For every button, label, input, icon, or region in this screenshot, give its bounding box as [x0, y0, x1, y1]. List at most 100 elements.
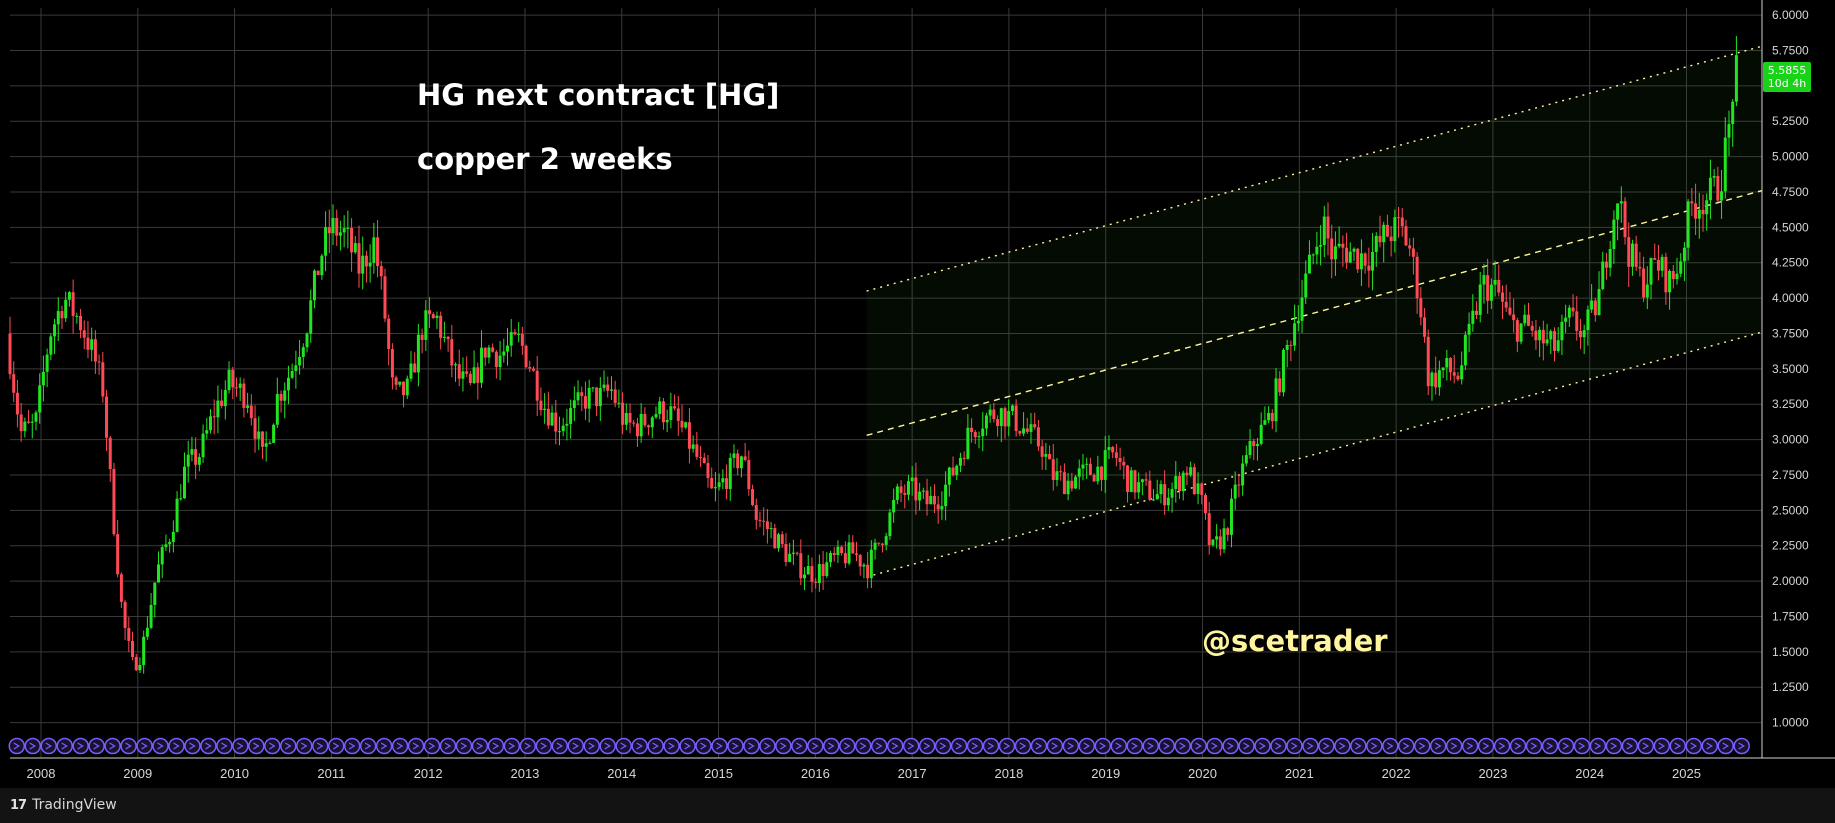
event-marker-icon[interactable] [1525, 737, 1543, 755]
event-marker-icon[interactable] [1477, 737, 1495, 755]
event-marker-icon[interactable] [296, 737, 313, 755]
event-marker-icon[interactable] [934, 737, 952, 755]
event-marker-icon[interactable] [519, 737, 537, 755]
event-marker-icon[interactable] [407, 737, 425, 755]
event-marker-icon[interactable] [1334, 737, 1351, 755]
event-marker-icon[interactable] [711, 737, 728, 755]
event-marker-icon[interactable] [1573, 737, 1591, 755]
event-markers-row[interactable] [8, 737, 1750, 755]
event-marker-icon[interactable] [1078, 737, 1096, 755]
event-marker-icon[interactable] [1461, 737, 1479, 755]
event-marker-icon[interactable] [599, 737, 616, 755]
event-marker-icon[interactable] [1158, 737, 1175, 755]
event-marker-icon[interactable] [136, 737, 153, 755]
event-marker-icon[interactable] [647, 737, 664, 755]
event-marker-icon[interactable] [1190, 737, 1207, 755]
event-marker-icon[interactable] [1557, 737, 1575, 755]
event-marker-icon[interactable] [583, 737, 600, 755]
event-marker-icon[interactable] [855, 737, 872, 755]
event-marker-icon[interactable] [40, 737, 57, 755]
event-marker-icon[interactable] [8, 737, 26, 755]
event-marker-icon[interactable] [1637, 737, 1655, 755]
event-marker-icon[interactable] [1094, 737, 1112, 755]
event-marker-icon[interactable] [24, 737, 41, 755]
event-marker-icon[interactable] [56, 737, 73, 755]
event-marker-icon[interactable] [1413, 737, 1431, 755]
event-marker-icon[interactable] [535, 737, 553, 755]
event-marker-icon[interactable] [663, 737, 680, 755]
event-marker-icon[interactable] [1541, 737, 1559, 755]
event-marker-icon[interactable] [743, 737, 760, 755]
event-marker-icon[interactable] [1238, 737, 1255, 755]
event-marker-icon[interactable] [998, 737, 1016, 755]
event-marker-icon[interactable] [455, 737, 473, 755]
event-marker-icon[interactable] [264, 737, 281, 755]
event-marker-icon[interactable] [248, 737, 265, 755]
event-marker-icon[interactable] [391, 737, 409, 755]
event-marker-icon[interactable] [487, 737, 505, 755]
event-marker-icon[interactable] [950, 737, 968, 755]
event-marker-icon[interactable] [1621, 737, 1639, 755]
event-marker-icon[interactable] [216, 737, 233, 755]
tradingview-logo[interactable]: 17 TradingView [10, 797, 117, 813]
event-marker-icon[interactable] [88, 737, 105, 755]
event-marker-icon[interactable] [870, 737, 888, 755]
event-marker-icon[interactable] [311, 737, 329, 755]
event-marker-icon[interactable] [1046, 737, 1064, 755]
event-marker-icon[interactable] [679, 737, 696, 755]
event-marker-icon[interactable] [1062, 737, 1080, 755]
event-marker-icon[interactable] [503, 737, 521, 755]
event-marker-icon[interactable] [343, 737, 361, 755]
event-marker-icon[interactable] [1382, 737, 1399, 755]
event-marker-icon[interactable] [966, 737, 984, 755]
event-marker-icon[interactable] [1318, 737, 1335, 755]
event-marker-icon[interactable] [1493, 737, 1511, 755]
event-marker-icon[interactable] [200, 737, 217, 755]
event-marker-icon[interactable] [551, 737, 569, 755]
event-marker-icon[interactable] [1653, 737, 1671, 755]
event-marker-icon[interactable] [727, 737, 744, 755]
event-marker-icon[interactable] [695, 737, 712, 755]
event-marker-icon[interactable] [902, 737, 920, 755]
event-marker-icon[interactable] [1669, 737, 1687, 755]
event-marker-icon[interactable] [886, 737, 904, 755]
event-marker-icon[interactable] [280, 737, 297, 755]
event-marker-icon[interactable] [327, 737, 345, 755]
event-marker-icon[interactable] [1733, 737, 1750, 755]
event-marker-icon[interactable] [791, 737, 808, 755]
event-marker-icon[interactable] [759, 737, 776, 755]
event-marker-icon[interactable] [359, 737, 377, 755]
event-marker-icon[interactable] [120, 737, 137, 755]
event-marker-icon[interactable] [1717, 737, 1734, 755]
event-marker-icon[interactable] [439, 737, 457, 755]
event-marker-icon[interactable] [1270, 737, 1287, 755]
event-marker-icon[interactable] [1701, 737, 1718, 755]
event-marker-icon[interactable] [1174, 737, 1191, 755]
event-marker-icon[interactable] [1429, 737, 1447, 755]
event-marker-icon[interactable] [1685, 737, 1703, 755]
event-marker-icon[interactable] [1605, 737, 1623, 755]
event-marker-icon[interactable] [1206, 737, 1223, 755]
event-marker-icon[interactable] [72, 737, 89, 755]
event-marker-icon[interactable] [631, 737, 648, 755]
event-marker-icon[interactable] [1142, 737, 1159, 755]
event-marker-icon[interactable] [823, 737, 840, 755]
event-marker-icon[interactable] [1030, 737, 1048, 755]
event-marker-icon[interactable] [152, 737, 169, 755]
event-marker-icon[interactable] [423, 737, 441, 755]
event-marker-icon[interactable] [1350, 737, 1367, 755]
event-marker-icon[interactable] [1398, 737, 1415, 755]
event-marker-icon[interactable] [168, 737, 185, 755]
event-marker-icon[interactable] [1014, 737, 1032, 755]
event-marker-icon[interactable] [1222, 737, 1239, 755]
event-marker-icon[interactable] [615, 737, 632, 755]
event-marker-icon[interactable] [1445, 737, 1463, 755]
event-marker-icon[interactable] [775, 737, 792, 755]
event-marker-icon[interactable] [982, 737, 1000, 755]
event-marker-icon[interactable] [375, 737, 393, 755]
event-marker-icon[interactable] [1110, 737, 1128, 755]
event-marker-icon[interactable] [104, 737, 121, 755]
event-marker-icon[interactable] [1254, 737, 1271, 755]
